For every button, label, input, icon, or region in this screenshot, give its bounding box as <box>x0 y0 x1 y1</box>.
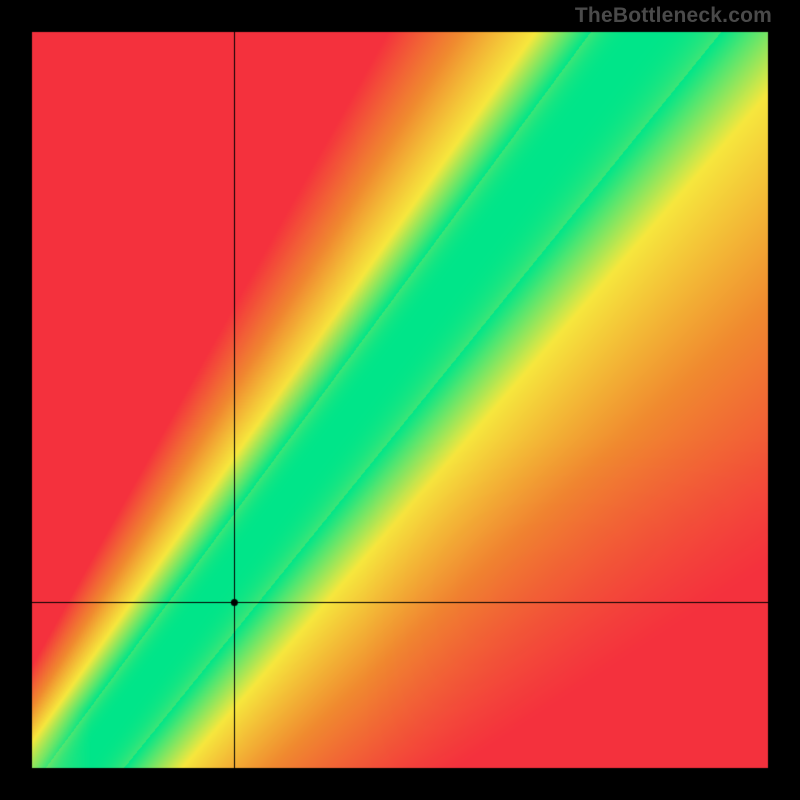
watermark-text: TheBottleneck.com <box>575 4 772 28</box>
gradient-plot-canvas <box>0 0 800 800</box>
